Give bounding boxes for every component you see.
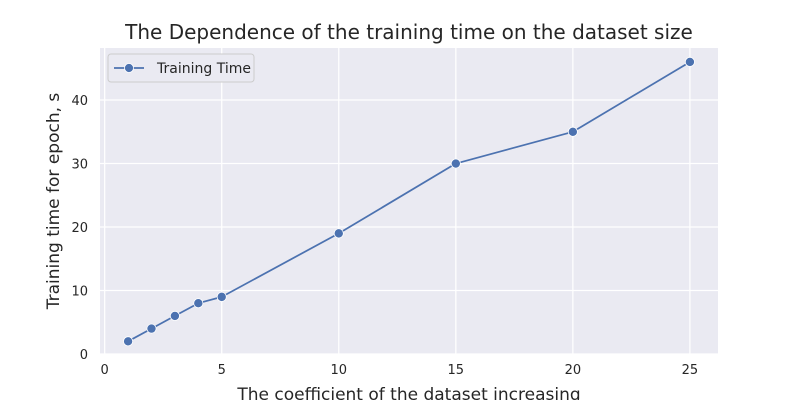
x-tick-label-3: 15 bbox=[448, 363, 465, 378]
y-axis-label: Training time for epoch, s bbox=[44, 93, 64, 311]
y-tick-label-1: 10 bbox=[71, 285, 88, 300]
y-tick-label-4: 40 bbox=[71, 94, 88, 109]
data-point-0-5 bbox=[333, 228, 344, 239]
data-point-0-8 bbox=[684, 56, 695, 67]
legend-frame bbox=[107, 53, 255, 83]
y-tick-label-0: 0 bbox=[80, 348, 88, 363]
data-point-0-6 bbox=[450, 158, 461, 169]
data-point-0-0 bbox=[123, 336, 134, 347]
legend-marker-icon bbox=[124, 63, 134, 73]
series-group bbox=[123, 56, 695, 347]
legend-label: Training Time bbox=[156, 61, 251, 77]
x-tick-label-0: 0 bbox=[101, 363, 109, 378]
x-tick-label-5: 25 bbox=[682, 363, 699, 378]
data-point-0-7 bbox=[567, 126, 578, 137]
y-tick-label-3: 30 bbox=[71, 158, 88, 173]
data-point-0-3 bbox=[193, 298, 204, 309]
x-tick-label-2: 10 bbox=[330, 363, 347, 378]
gridlines bbox=[100, 48, 718, 355]
x-axis-label: The coefficient of the dataset increasin… bbox=[236, 385, 580, 400]
chart-title: The Dependence of the training time on t… bbox=[124, 20, 693, 44]
x-tick-label-1: 5 bbox=[218, 363, 226, 378]
x-tick-label-4: 20 bbox=[565, 363, 582, 378]
data-point-0-2 bbox=[169, 310, 180, 321]
legend: Training Time bbox=[107, 53, 255, 83]
plot-area bbox=[100, 48, 718, 354]
tick-labels: 0 5 10 15 20 25 0 10 20 30 40 bbox=[71, 94, 698, 378]
y-tick-label-2: 20 bbox=[71, 221, 88, 236]
data-point-0-4 bbox=[216, 291, 227, 302]
data-point-0-1 bbox=[146, 323, 157, 334]
